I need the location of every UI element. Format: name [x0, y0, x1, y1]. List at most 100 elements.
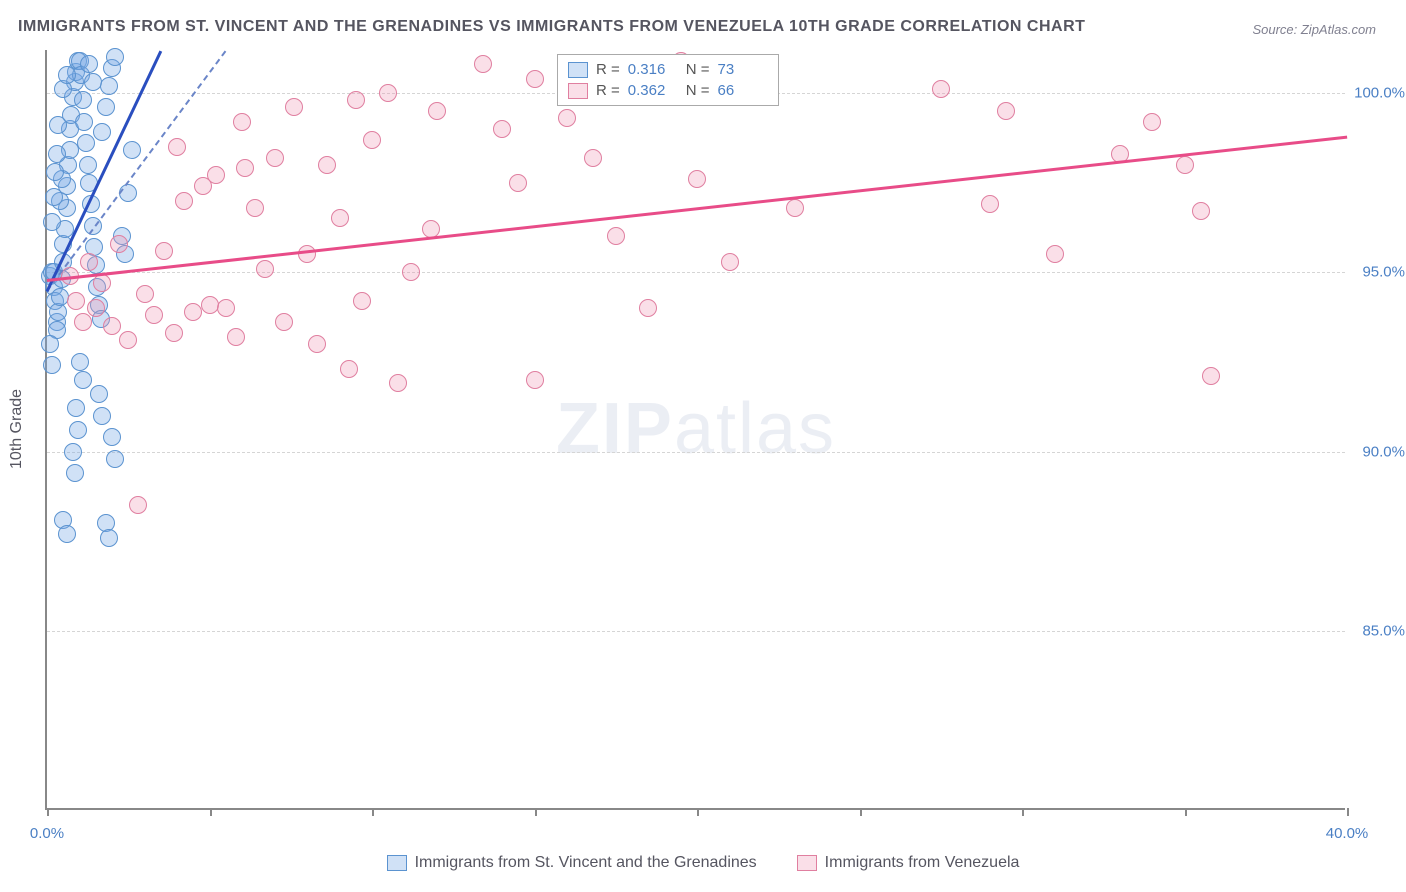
ytick-label: 85.0% — [1362, 622, 1405, 639]
data-point-svg — [58, 66, 76, 84]
data-point-svg — [106, 48, 124, 66]
data-point-ven — [331, 209, 349, 227]
data-point-ven — [233, 113, 251, 131]
data-point-svg — [97, 98, 115, 116]
data-point-ven — [145, 306, 163, 324]
xtick-label: 40.0% — [1326, 825, 1369, 842]
data-point-ven — [379, 84, 397, 102]
data-point-svg — [45, 188, 63, 206]
data-point-ven — [256, 260, 274, 278]
legend-item-ven: Immigrants from Venezuela — [797, 854, 1020, 872]
data-point-ven — [80, 253, 98, 271]
data-point-ven — [266, 149, 284, 167]
gridline — [47, 452, 1345, 453]
data-point-ven — [136, 285, 154, 303]
n-value: 73 — [718, 61, 768, 78]
data-point-ven — [607, 227, 625, 245]
data-point-svg — [77, 134, 95, 152]
legend-swatch-ven — [797, 855, 817, 871]
data-point-svg — [123, 141, 141, 159]
data-point-ven — [1192, 202, 1210, 220]
n-label: N = — [686, 82, 710, 99]
xtick — [697, 808, 699, 816]
data-point-ven — [155, 242, 173, 260]
ytick-label: 100.0% — [1354, 85, 1405, 102]
data-point-ven — [168, 138, 186, 156]
data-point-svg — [49, 116, 67, 134]
data-point-ven — [103, 317, 121, 335]
data-point-ven — [340, 360, 358, 378]
xtick — [210, 808, 212, 816]
bottom-legend: Immigrants from St. Vincent and the Gren… — [0, 854, 1406, 872]
ytick-label: 90.0% — [1362, 443, 1405, 460]
data-point-ven — [363, 131, 381, 149]
data-point-ven — [1176, 156, 1194, 174]
stats-legend: R =0.316N =73R =0.362N =66 — [557, 54, 779, 106]
data-point-svg — [93, 407, 111, 425]
data-point-ven — [402, 263, 420, 281]
data-point-ven — [428, 102, 446, 120]
watermark: ZIPatlas — [556, 388, 836, 470]
gridline — [47, 631, 1345, 632]
data-point-ven — [1046, 245, 1064, 263]
xtick-label: 0.0% — [30, 825, 64, 842]
data-point-svg — [66, 464, 84, 482]
data-point-svg — [43, 213, 61, 231]
data-point-ven — [285, 98, 303, 116]
data-point-svg — [79, 156, 97, 174]
xtick — [860, 808, 862, 816]
y-axis-label: 10th Grade — [8, 389, 26, 469]
legend-label-ven: Immigrants from Venezuela — [825, 854, 1020, 872]
data-point-ven — [389, 374, 407, 392]
data-point-ven — [165, 324, 183, 342]
data-point-ven — [558, 109, 576, 127]
data-point-svg — [90, 385, 108, 403]
data-point-svg — [48, 145, 66, 163]
r-label: R = — [596, 61, 620, 78]
data-point-svg — [74, 91, 92, 109]
data-point-svg — [100, 77, 118, 95]
data-point-ven — [74, 313, 92, 331]
data-point-svg — [46, 163, 64, 181]
data-point-svg — [100, 529, 118, 547]
data-point-svg — [84, 73, 102, 91]
data-point-ven — [275, 313, 293, 331]
data-point-ven — [201, 296, 219, 314]
legend-item-svg: Immigrants from St. Vincent and the Gren… — [387, 854, 757, 872]
data-point-ven — [318, 156, 336, 174]
data-point-svg — [80, 55, 98, 73]
data-point-ven — [110, 235, 128, 253]
data-point-ven — [997, 102, 1015, 120]
ytick-label: 95.0% — [1362, 264, 1405, 281]
data-point-ven — [721, 253, 739, 271]
legend-label-svg: Immigrants from St. Vincent and the Gren… — [415, 854, 757, 872]
data-point-ven — [688, 170, 706, 188]
xtick — [535, 808, 537, 816]
data-point-ven — [347, 91, 365, 109]
xtick — [47, 808, 49, 816]
data-point-ven — [217, 299, 235, 317]
legend-swatch-svg — [387, 855, 407, 871]
data-point-ven — [526, 371, 544, 389]
data-point-ven — [119, 331, 137, 349]
data-point-ven — [584, 149, 602, 167]
data-point-svg — [71, 353, 89, 371]
data-point-ven — [526, 70, 544, 88]
data-point-ven — [207, 166, 225, 184]
data-point-ven — [1143, 113, 1161, 131]
n-label: N = — [686, 61, 710, 78]
scatter-plot: 10th Grade ZIPatlas 85.0%90.0%95.0%100.0… — [45, 50, 1345, 810]
data-point-ven — [639, 299, 657, 317]
data-point-ven — [932, 80, 950, 98]
r-label: R = — [596, 82, 620, 99]
legend-swatch — [568, 62, 588, 78]
xtick — [1185, 808, 1187, 816]
data-point-svg — [67, 399, 85, 417]
data-point-svg — [64, 443, 82, 461]
data-point-ven — [509, 174, 527, 192]
data-point-ven — [981, 195, 999, 213]
chart-title: IMMIGRANTS FROM ST. VINCENT AND THE GREN… — [18, 18, 1085, 36]
xtick — [1347, 808, 1349, 816]
data-point-ven — [246, 199, 264, 217]
data-point-svg — [74, 371, 92, 389]
